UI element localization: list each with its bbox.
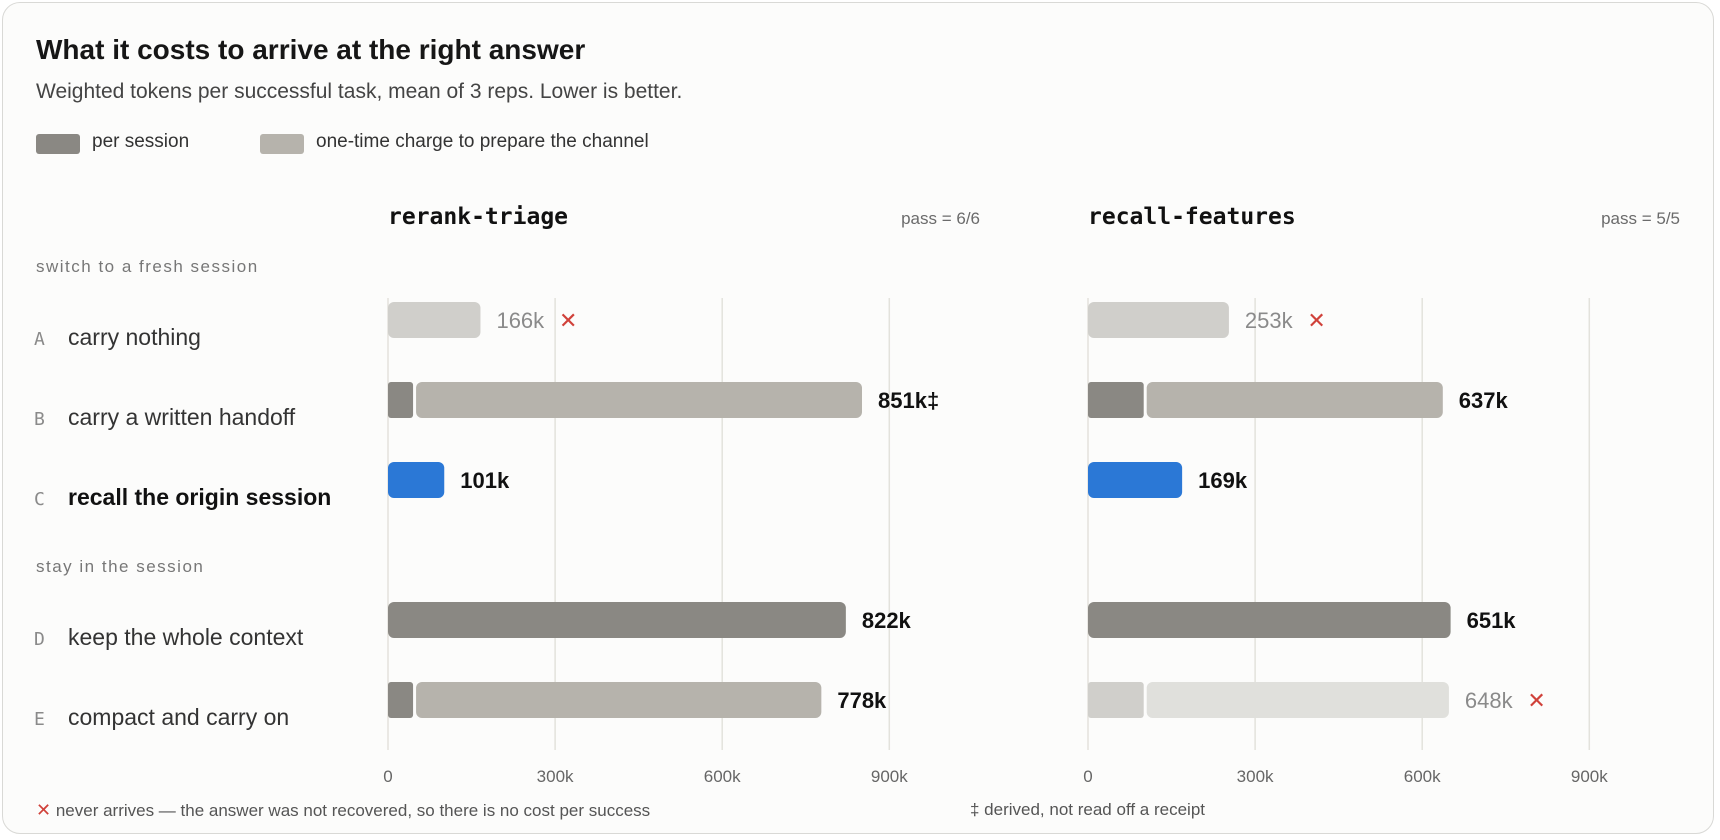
bar-b-per-session — [388, 382, 414, 418]
bar-e-per-session — [1088, 682, 1144, 718]
x-tick-label: 300k — [537, 767, 574, 786]
bar-d-per-session — [1088, 602, 1451, 638]
pass-label-recall-features: pass = 5/5 — [1601, 209, 1680, 228]
legend-label-one-time: one-time charge to prepare the channel — [316, 131, 649, 152]
group-label-fresh-session: switch to a fresh session — [36, 257, 259, 276]
row-label-d: keep the whole context — [68, 624, 304, 650]
pass-label-rerank-triage: pass = 6/6 — [901, 209, 980, 228]
bar-a-total — [388, 302, 481, 338]
chart-recall-features: 0 300k 600k 900k 253k ✕ 637k 169k 651k 648k ✕ — [1083, 298, 1608, 786]
bar-c-value-label: 169k — [1198, 468, 1248, 493]
footnote-fail-text: never arrives — the answer was not recov… — [55, 801, 651, 820]
fail-mark-icon: ✕ — [36, 800, 52, 820]
x-tick-label: 300k — [1237, 767, 1274, 786]
row-label-b: carry a written handoff — [68, 404, 296, 430]
footnote-fail: ✕ never arrives — the answer was not rec… — [36, 800, 650, 821]
x-tick-label: 600k — [704, 767, 741, 786]
chart-subtitle: Weighted tokens per successful task, mea… — [36, 80, 683, 103]
bar-b-value-label: 851k‡ — [878, 388, 939, 413]
group-label-stay-session: stay in the session — [36, 557, 205, 576]
bar-a-value-label: 166k — [496, 308, 545, 333]
x-tick-label: 0 — [1083, 767, 1092, 786]
panel-title-recall-features: recall-features — [1088, 204, 1296, 230]
bar-b-one-time — [1146, 382, 1443, 418]
footnote-derived: ‡ derived, not read off a receipt — [970, 800, 1206, 819]
bar-e-one-time — [1146, 682, 1449, 718]
bar-a-fail-mark-icon: ✕ — [559, 308, 577, 333]
bar-a-total — [1088, 302, 1229, 338]
row-letter-e: E — [34, 709, 45, 730]
bar-e-per-session — [388, 682, 414, 718]
row-label-e: compact and carry on — [68, 704, 290, 730]
x-tick-label: 0 — [383, 767, 392, 786]
row-letter-d: D — [34, 629, 45, 650]
bar-e-value-label: 648k — [1465, 688, 1514, 713]
row-letter-b: B — [34, 409, 45, 430]
legend-swatch-one-time — [260, 134, 304, 154]
bar-a-fail-mark-icon: ✕ — [1307, 308, 1325, 333]
x-tick-label: 900k — [1571, 767, 1608, 786]
legend-swatch-per-session — [36, 134, 80, 154]
bar-d-value-label: 651k — [1467, 608, 1517, 633]
chart-rerank-triage: 0 300k 600k 900k 166k ✕ 851k‡ 101k 822k 778k — [383, 298, 939, 786]
chart-title: What it costs to arrive at the right ans… — [36, 34, 586, 65]
row-letter-a: A — [34, 329, 45, 350]
row-label-a: carry nothing — [68, 324, 201, 350]
bar-c-total — [388, 462, 445, 498]
row-letter-c: C — [34, 489, 45, 510]
bar-d-value-label: 822k — [862, 608, 912, 633]
x-tick-label: 900k — [871, 767, 908, 786]
bar-e-fail-mark-icon: ✕ — [1527, 688, 1545, 713]
bar-b-value-label: 637k — [1459, 388, 1509, 413]
bar-d-per-session — [388, 602, 846, 638]
x-tick-label: 600k — [1404, 767, 1441, 786]
legend-label-per-session: per session — [92, 131, 190, 152]
bar-e-value-label: 778k — [837, 688, 887, 713]
bar-b-one-time — [416, 382, 863, 418]
panel-title-rerank-triage: rerank-triage — [388, 204, 569, 230]
row-label-c: recall the origin session — [68, 484, 332, 510]
bar-a-value-label: 253k — [1245, 308, 1294, 333]
bar-c-total — [1088, 462, 1183, 498]
bar-e-one-time — [416, 682, 822, 718]
bar-b-per-session — [1088, 382, 1144, 418]
bar-c-value-label: 101k — [460, 468, 510, 493]
